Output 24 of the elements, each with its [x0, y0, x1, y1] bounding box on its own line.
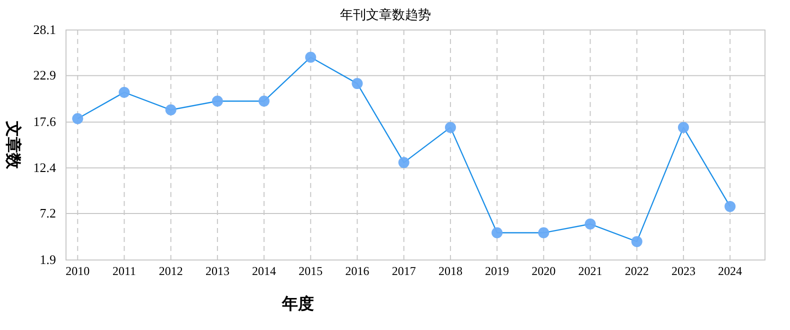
- y-tick-label: 7.2: [40, 205, 56, 220]
- x-tick-label: 2012: [158, 264, 183, 278]
- chart-title: 年刊文章数趋势: [340, 8, 431, 23]
- x-tick-label: 2013: [205, 264, 230, 278]
- x-tick-label: 2024: [718, 264, 742, 278]
- y-tick-label: 1.9: [40, 252, 56, 267]
- x-tick-label: 2015: [298, 264, 323, 278]
- x-tick-label: 2011: [112, 264, 136, 278]
- y-tick-label: 17.6: [33, 114, 56, 130]
- y-tick-label: 28.1: [33, 22, 56, 37]
- x-tick-label: 2019: [485, 264, 510, 278]
- x-tick-label: 2022: [624, 264, 649, 278]
- x-tick-label: 2016: [345, 264, 370, 278]
- x-tick-label: 2010: [66, 264, 90, 278]
- x-axis-title: 年度: [281, 294, 314, 313]
- x-tick-label: 2014: [252, 264, 276, 278]
- y-axis-title: 文章数: [4, 120, 23, 170]
- x-tick-label: 2021: [578, 264, 602, 278]
- y-tick-label: 22.9: [33, 68, 56, 83]
- x-tick-label: 2023: [671, 264, 696, 278]
- y-tick-label: 12.4: [33, 160, 56, 175]
- x-tick-label: 2017: [392, 264, 416, 278]
- x-tick-label: 2018: [438, 264, 462, 278]
- x-tick-label: 2020: [532, 264, 556, 278]
